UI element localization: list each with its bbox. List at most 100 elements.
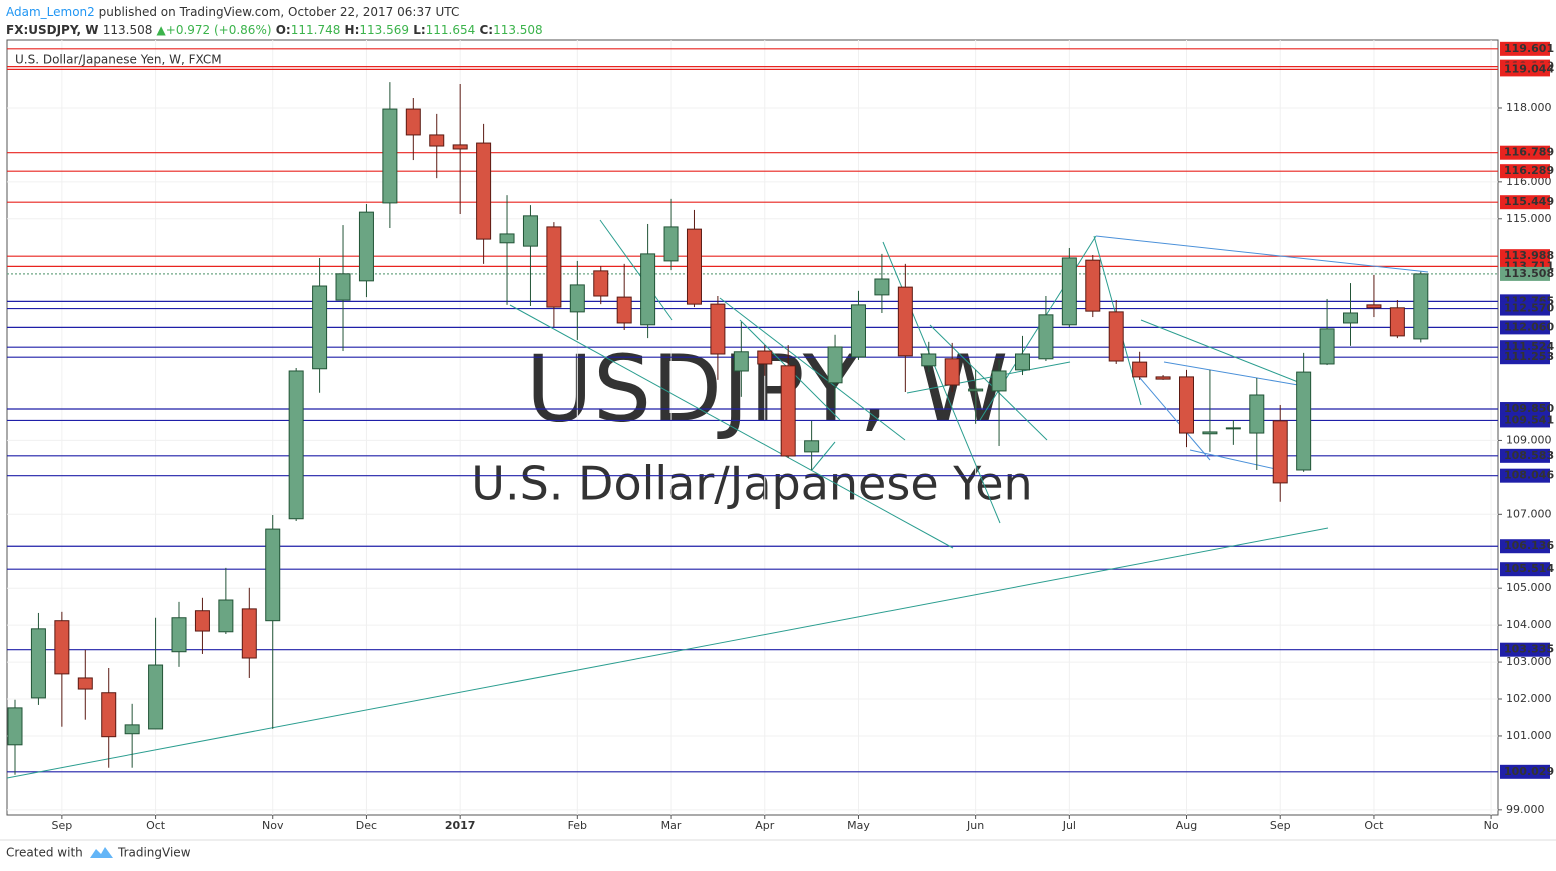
candle-body — [101, 692, 117, 738]
change: +0.972 (+0.86%) — [166, 23, 272, 37]
level-label: 115.449 — [1504, 195, 1554, 208]
trendline[interactable] — [599, 219, 673, 321]
candle-body — [1179, 376, 1194, 434]
candle-body — [1272, 420, 1288, 484]
y-tick-label: 104.000 — [1506, 618, 1552, 631]
candle-body — [7, 707, 23, 746]
watermark-sub: U.S. Dollar/Japanese Yen — [471, 457, 1032, 511]
candle-body — [382, 108, 398, 204]
candle-body — [1202, 431, 1218, 435]
footer-brand[interactable]: TradingView — [117, 846, 191, 860]
close: 113.508 — [493, 23, 543, 37]
candle-body — [1296, 371, 1312, 471]
last: 113.508 — [103, 23, 153, 37]
low: 111.654 — [426, 23, 476, 37]
trendline[interactable] — [906, 361, 1071, 394]
trendline[interactable] — [1189, 449, 1281, 471]
level-label: 112.570 — [1504, 302, 1554, 315]
candle-body — [1014, 353, 1030, 371]
y-tick-label: 102.000 — [1506, 692, 1552, 705]
x-tick-label: May — [847, 819, 870, 832]
level-label: 119.044 — [1504, 62, 1554, 75]
candle-body — [171, 617, 187, 653]
candle-body — [1389, 307, 1405, 337]
x-tick-label: Feb — [568, 819, 587, 832]
quote-line: FX:USDJPY, W 113.508 ▲+0.972 (+0.86%) O:… — [6, 23, 543, 37]
level-badge — [1500, 413, 1550, 428]
candle-body — [335, 273, 351, 301]
trendline[interactable] — [719, 297, 906, 441]
y-tick-label: 109.000 — [1506, 433, 1552, 446]
header-line: Adam_Lemon2 published on TradingView.com… — [6, 5, 459, 19]
trendline[interactable] — [509, 304, 954, 549]
x-tick-label: Jun — [966, 819, 984, 832]
level-badge — [1500, 145, 1550, 160]
y-tick-label: 103.000 — [1506, 655, 1552, 668]
candle-body — [218, 599, 234, 633]
c-label: C: — [479, 23, 493, 37]
x-tick-label: 2017 — [445, 819, 476, 832]
candle-body — [757, 350, 773, 365]
x-tick-label: Aug — [1176, 819, 1197, 832]
candle-body — [944, 358, 960, 386]
level-badge — [1500, 764, 1550, 779]
level-label: 113.988 — [1504, 249, 1554, 262]
candle-body — [663, 226, 679, 262]
x-tick-label: No — [1484, 819, 1499, 832]
candle-body — [499, 233, 515, 244]
trendline[interactable] — [1163, 361, 1299, 386]
x-tick-label: Oct — [1364, 819, 1384, 832]
candle-body — [733, 351, 749, 372]
candle-body — [312, 285, 328, 370]
trendline[interactable] — [929, 324, 1048, 441]
symbol: FX:USDJPY, W — [6, 23, 99, 37]
open: 111.748 — [291, 23, 341, 37]
candle-body — [1413, 273, 1429, 340]
x-tick-label: Oct — [146, 819, 166, 832]
level-label: 111.524 — [1504, 340, 1554, 353]
level-badge — [1500, 642, 1550, 657]
candles — [7, 82, 1429, 775]
y-tick-label: 115.000 — [1506, 212, 1552, 225]
trendline[interactable] — [811, 441, 836, 471]
candle-body — [897, 286, 913, 357]
author[interactable]: Adam_Lemon2 — [6, 5, 95, 19]
trendline[interactable] — [7, 527, 1329, 779]
level-badge — [1500, 350, 1550, 365]
plot-frame — [6, 39, 1499, 816]
candle-body — [522, 215, 538, 247]
candle-body — [616, 296, 632, 324]
level-label: 109.541 — [1504, 413, 1554, 426]
level-label: 116.289 — [1504, 164, 1554, 177]
level-label: 109.850 — [1504, 402, 1554, 415]
candle-body — [968, 388, 984, 392]
candle-body — [1038, 314, 1054, 360]
x-tick-label: Apr — [755, 819, 775, 832]
y-tick-label: 101.000 — [1506, 729, 1552, 742]
candle-body — [452, 144, 468, 150]
level-label: 100.029 — [1504, 765, 1554, 778]
trendline[interactable] — [1140, 319, 1299, 383]
candle-body — [1319, 328, 1335, 365]
brand-logo — [90, 847, 113, 858]
candle-body — [991, 370, 1007, 392]
candle-body — [1225, 427, 1241, 430]
candle-body — [710, 303, 726, 355]
legend-text: U.S. Dollar/Japanese Yen, W, FXCM — [15, 53, 222, 67]
level-badge — [1500, 539, 1550, 554]
candle-body — [850, 304, 866, 358]
level-badge — [1500, 41, 1550, 56]
level-label: 111.253 — [1504, 350, 1554, 363]
trendline[interactable] — [1095, 235, 1429, 273]
level-badge — [1500, 320, 1550, 335]
h-label: H: — [345, 23, 360, 37]
level-label: 103.335 — [1504, 643, 1554, 656]
level-label: 105.514 — [1504, 562, 1554, 575]
candle-body — [476, 142, 492, 240]
level-label: 119.601 — [1504, 42, 1554, 55]
level-label: 112.060 — [1504, 320, 1554, 333]
x-tick-label: Nov — [262, 819, 284, 832]
trendline[interactable] — [1139, 377, 1211, 461]
level-badge — [1500, 62, 1550, 77]
candle-body — [1132, 361, 1148, 378]
